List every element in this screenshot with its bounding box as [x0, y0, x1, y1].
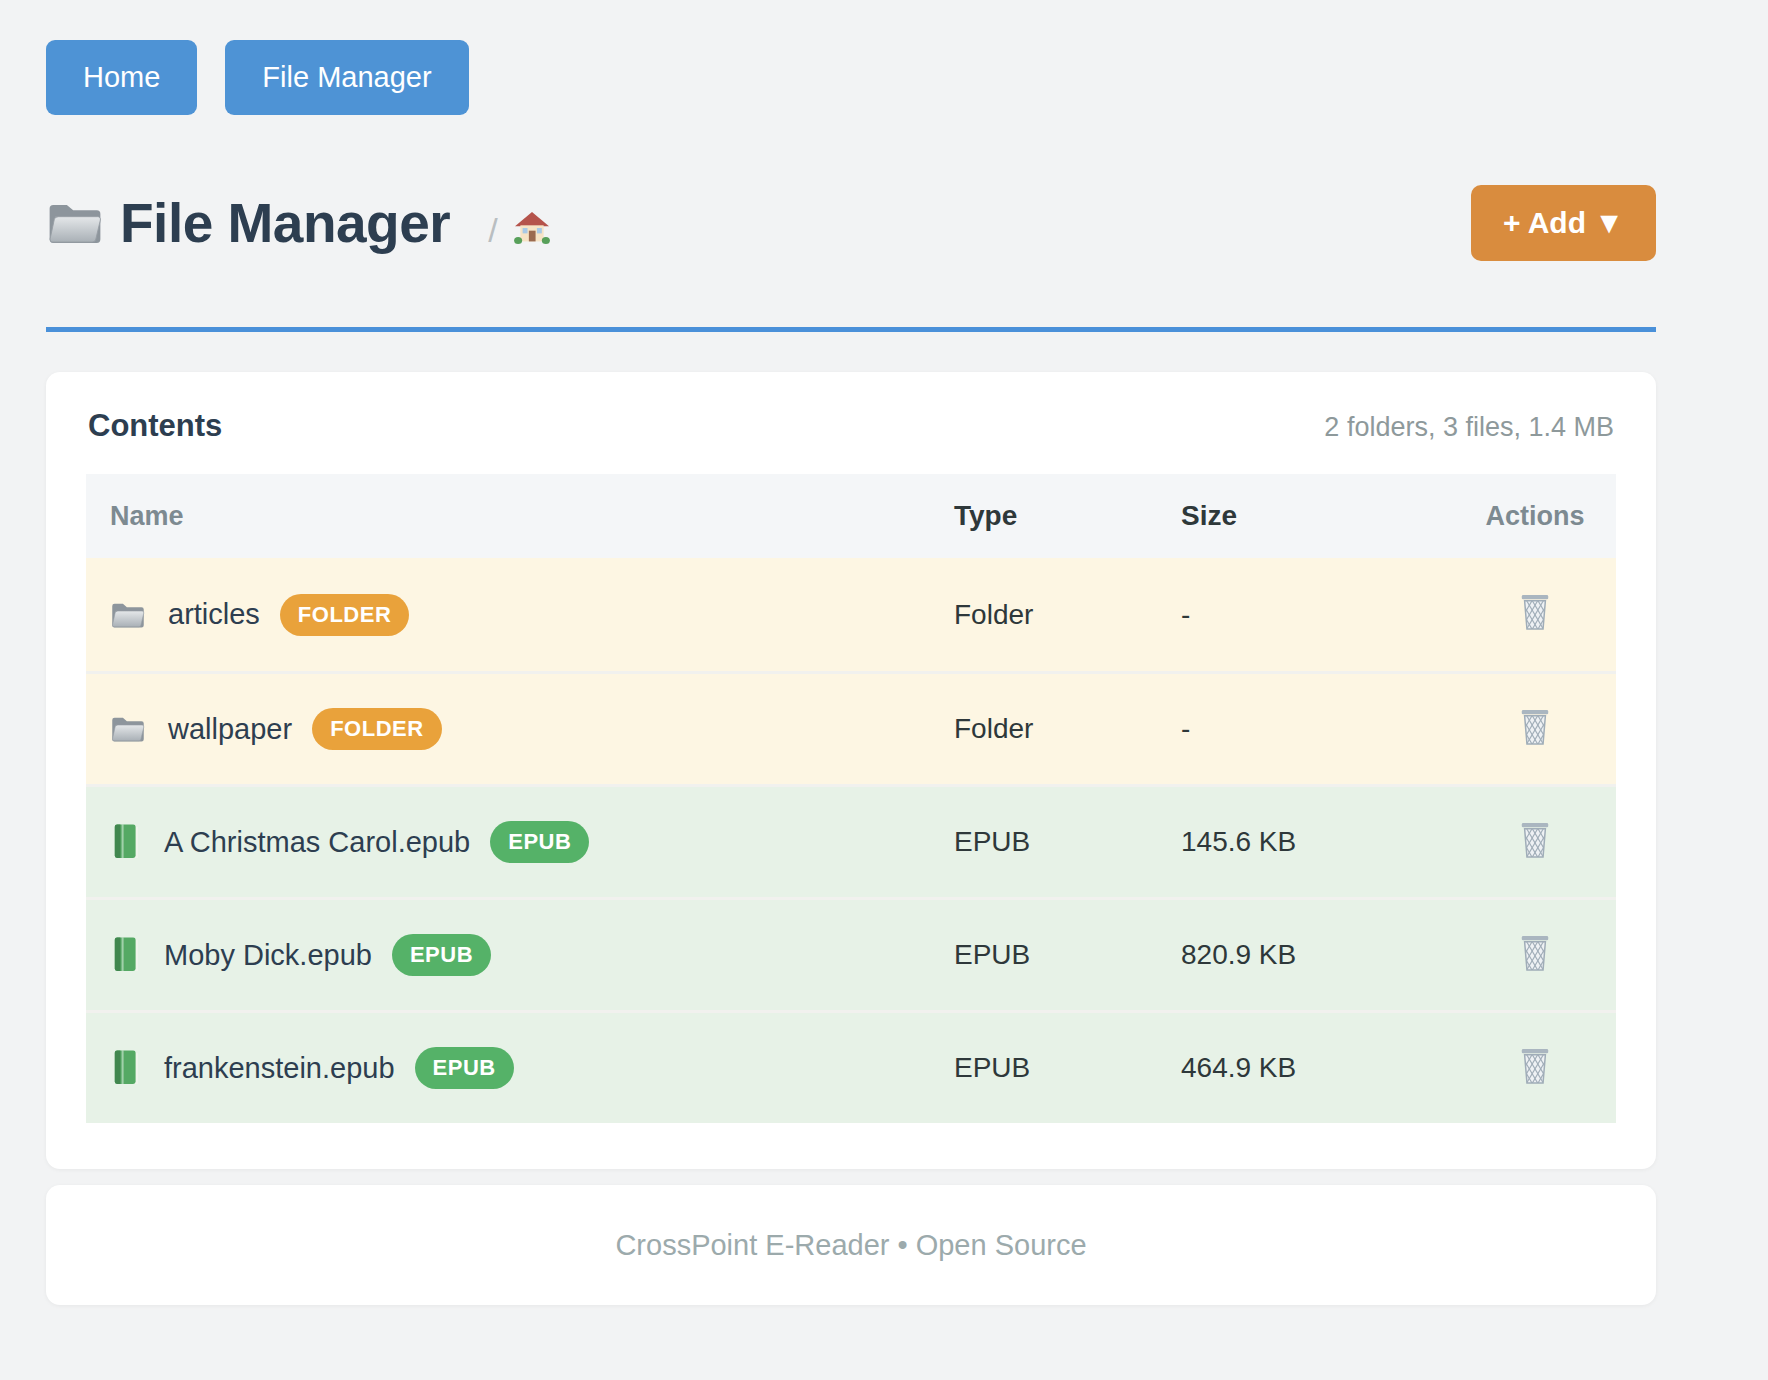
delete-button[interactable] — [1518, 821, 1552, 864]
footer-text: CrossPoint E-Reader • Open Source — [615, 1229, 1086, 1262]
contents-title: Contents — [88, 408, 222, 444]
epub-badge: EPUB — [415, 1047, 514, 1089]
breadcrumb-separator: / — [488, 211, 497, 250]
size-value: 464.9 KB — [1181, 1052, 1454, 1084]
folder-badge: FOLDER — [312, 708, 441, 750]
size-value: - — [1181, 713, 1454, 745]
contents-card: Contents 2 folders, 3 files, 1.4 MB Name… — [46, 372, 1656, 1169]
delete-button[interactable] — [1518, 934, 1552, 977]
nav-home-button[interactable]: Home — [46, 40, 197, 115]
type-value: Folder — [954, 713, 1181, 745]
column-header-actions: Actions — [1454, 501, 1616, 532]
folder-icon — [46, 199, 104, 247]
epub-badge: EPUB — [490, 821, 589, 863]
type-value: EPUB — [954, 826, 1181, 858]
page: Home File Manager File Manager / + Add ▼… — [46, 0, 1656, 1305]
table-header-row: Name Type Size Actions — [86, 474, 1616, 558]
delete-button[interactable] — [1518, 593, 1552, 636]
table-row[interactable]: Moby Dick.epub EPUB EPUB 820.9 KB — [86, 897, 1616, 1010]
table-row[interactable]: wallpaper FOLDER Folder - — [86, 671, 1616, 784]
wastebasket-icon — [1518, 708, 1552, 751]
file-name-link[interactable]: wallpaper — [168, 713, 292, 746]
table-row[interactable]: A Christmas Carol.epub EPUB EPUB 145.6 K… — [86, 784, 1616, 897]
page-title: File Manager — [120, 191, 450, 255]
green-book-icon — [110, 822, 142, 862]
table-row[interactable]: articles FOLDER Folder - — [86, 558, 1616, 671]
add-button[interactable]: + Add ▼ — [1471, 185, 1656, 261]
wastebasket-icon — [1518, 821, 1552, 864]
delete-button[interactable] — [1518, 1047, 1552, 1090]
wastebasket-icon — [1518, 934, 1552, 977]
header-divider — [46, 327, 1656, 332]
wastebasket-icon — [1518, 1047, 1552, 1090]
file-name-link[interactable]: A Christmas Carol.epub — [164, 826, 470, 859]
file-name-link[interactable]: Moby Dick.epub — [164, 939, 372, 972]
column-header-name: Name — [86, 501, 954, 532]
size-value: 145.6 KB — [1181, 826, 1454, 858]
folder-icon — [110, 600, 146, 630]
size-value: 820.9 KB — [1181, 939, 1454, 971]
file-name-link[interactable]: articles — [168, 598, 260, 631]
type-value: EPUB — [954, 939, 1181, 971]
footer-card: CrossPoint E-Reader • Open Source — [46, 1185, 1656, 1305]
epub-badge: EPUB — [392, 934, 491, 976]
house-icon[interactable] — [514, 211, 550, 245]
folder-badge: FOLDER — [280, 594, 409, 636]
column-header-size: Size — [1181, 500, 1454, 532]
file-name-link[interactable]: frankenstein.epub — [164, 1052, 395, 1085]
contents-card-header: Contents 2 folders, 3 files, 1.4 MB — [86, 408, 1616, 444]
column-header-type: Type — [954, 500, 1181, 532]
green-book-icon — [110, 1048, 142, 1088]
green-book-icon — [110, 935, 142, 975]
top-nav: Home File Manager — [46, 0, 1656, 115]
file-table: Name Type Size Actions articles FOLDER F… — [86, 474, 1616, 1123]
delete-button[interactable] — [1518, 708, 1552, 751]
type-value: EPUB — [954, 1052, 1181, 1084]
folder-icon — [110, 714, 146, 744]
table-row[interactable]: frankenstein.epub EPUB EPUB 464.9 KB — [86, 1010, 1616, 1123]
wastebasket-icon — [1518, 593, 1552, 636]
type-value: Folder — [954, 599, 1181, 631]
size-value: - — [1181, 599, 1454, 631]
nav-file-manager-button[interactable]: File Manager — [225, 40, 468, 115]
page-header: File Manager / + Add ▼ — [46, 185, 1656, 261]
contents-summary: 2 folders, 3 files, 1.4 MB — [1324, 412, 1614, 443]
